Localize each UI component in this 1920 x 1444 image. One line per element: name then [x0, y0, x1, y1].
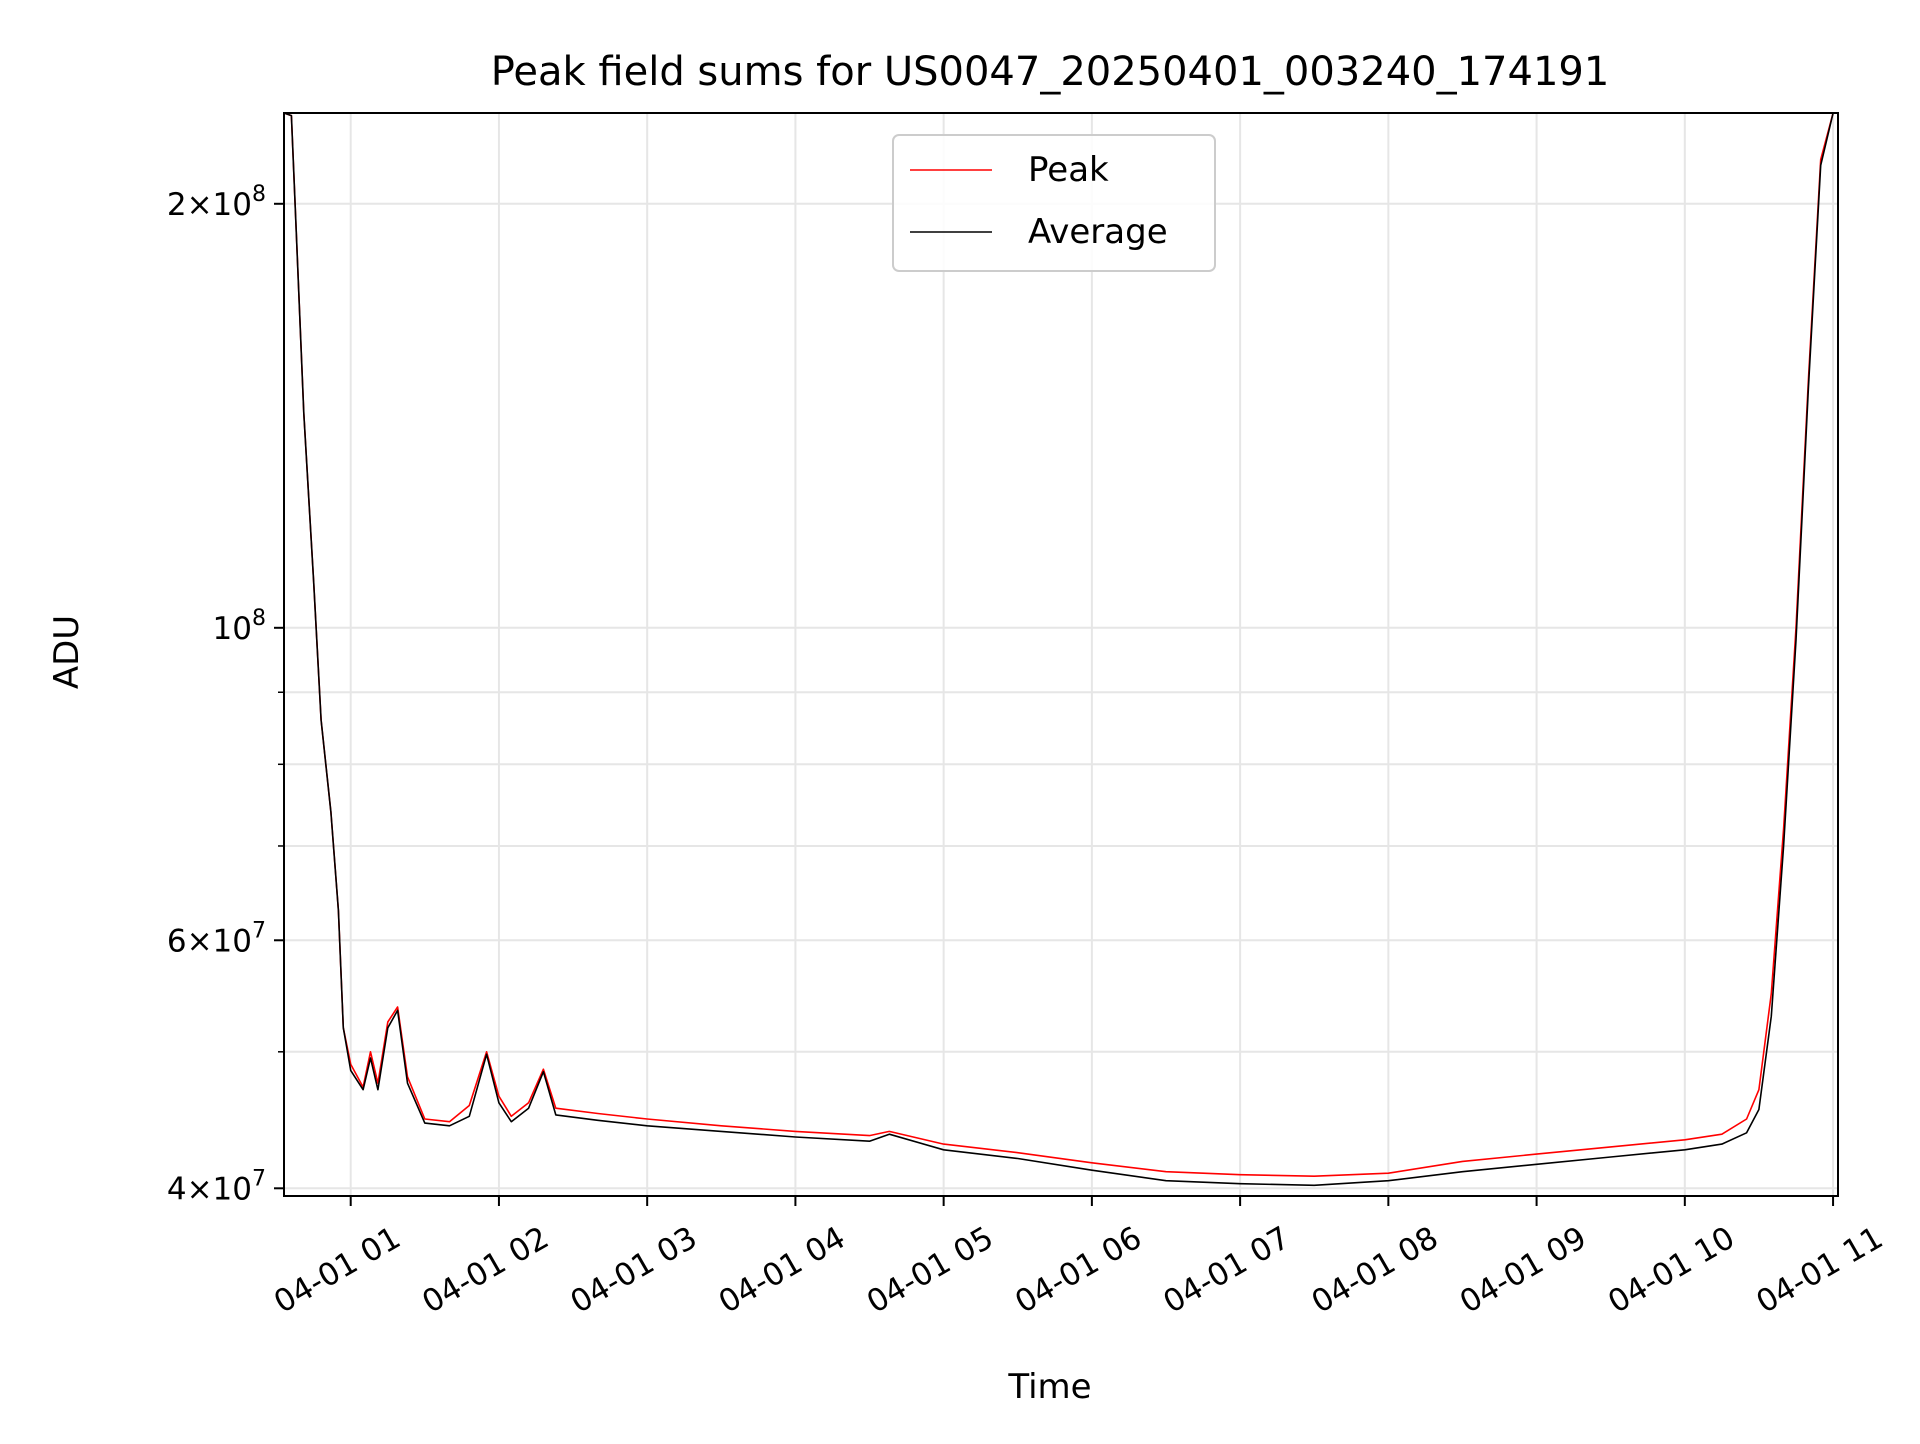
y-tick-label: 2×108 [167, 182, 266, 223]
legend: Peak Average [893, 135, 1215, 271]
y-tick-label-base: 2×10 [167, 187, 252, 223]
legend-label-peak: Peak [1028, 150, 1109, 190]
y-tick-label-base: 6×10 [167, 923, 252, 959]
x-axis-label: Time [1007, 1367, 1091, 1407]
y-tick-label-exponent: 8 [252, 182, 266, 207]
legend-label-average: Average [1028, 212, 1168, 252]
y-tick-label-base: 4×10 [167, 1171, 252, 1207]
chart-svg: 04-01 01 04-01 02 04-01 03 04-01 04 04-01 05… [0, 0, 1920, 1440]
y-tick-label: 6×107 [167, 918, 266, 959]
y-tick-label-exponent: 8 [252, 606, 266, 631]
y-tick-label-base: 10 [213, 611, 252, 647]
chart: 04-01 01 04-01 02 04-01 03 04-01 04 04-01 05… [0, 0, 1920, 1440]
y-tick-label-exponent: 7 [252, 918, 266, 943]
y-tick-label: 4×107 [167, 1166, 266, 1207]
y-axis-label: ADU [47, 615, 87, 689]
y-tick-label-exponent: 7 [252, 1166, 266, 1191]
chart-title: Peak field sums for US0047_20250401_0032… [491, 49, 1610, 95]
